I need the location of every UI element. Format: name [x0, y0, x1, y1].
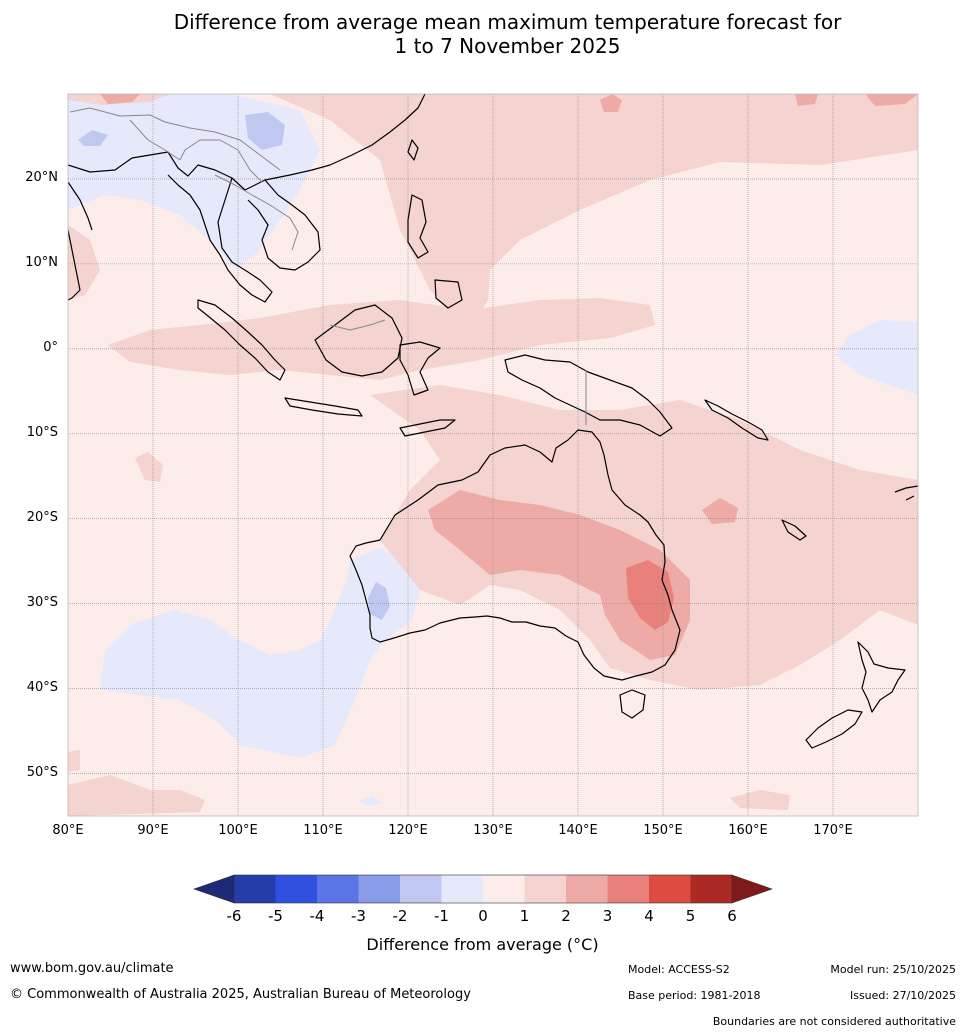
coast-nz-north — [857, 641, 906, 713]
lon-label: 150°E — [643, 823, 683, 838]
graticule — [68, 94, 918, 816]
colorbar-tick: -3 — [351, 907, 366, 925]
coast-java — [284, 397, 363, 417]
anomaly-warm-1-north-pacific — [270, 94, 918, 330]
lon-label: 140°E — [558, 823, 598, 838]
anomaly-warm-2-north-c — [795, 94, 818, 106]
colorbar-tick: -2 — [392, 907, 408, 925]
anomaly-cool-2-india — [78, 130, 108, 146]
coast-mindanao — [434, 279, 463, 309]
lon-label: 120°E — [388, 823, 428, 838]
anomaly-warm-1-indian-ocean — [135, 452, 163, 482]
footer-url[interactable]: www.bom.gov.au/climate — [10, 961, 174, 976]
coast-nz-south — [805, 709, 863, 749]
colorbar-tick: 3 — [602, 907, 613, 925]
anomaly-cool-southern-ocean — [100, 548, 420, 758]
map-frame — [67, 93, 919, 817]
coast-taiwan — [407, 139, 419, 161]
anomaly-warm-2-north-b — [865, 94, 918, 106]
colorbar-tick: -6 — [226, 907, 242, 925]
anomaly-warm-1-india-west — [68, 225, 100, 300]
border-asia-countries — [69, 107, 299, 251]
lat-label: 10°S — [26, 425, 58, 440]
coast-solomons — [704, 399, 769, 441]
footer-model-run: Model run: 25/10/2025 — [830, 963, 956, 976]
coastlines — [68, 94, 918, 749]
lat-label: 20°N — [25, 170, 58, 185]
anomaly-warm-1-southwest — [68, 775, 205, 816]
lat-label: 40°S — [26, 680, 58, 695]
coast-india-peninsula — [68, 229, 81, 301]
colorbar-label: Difference from average (°C) — [366, 935, 599, 954]
lat-label: 10°N — [25, 255, 58, 270]
lat-label: 50°S — [26, 765, 58, 780]
lon-label: 110°E — [303, 823, 343, 838]
coast-philippines-luzon — [407, 194, 429, 259]
coast-fiji — [894, 485, 918, 501]
anomaly-warm-2-north-a — [600, 94, 622, 112]
colorbar-tick: -5 — [268, 907, 283, 925]
anomaly-cool-2-wa — [368, 582, 390, 620]
borders — [69, 107, 587, 425]
footer-disclaimer: Boundaries are not considered authoritat… — [712, 1015, 956, 1028]
coast-asia-mainland — [68, 94, 426, 303]
lon-label: 160°E — [728, 823, 768, 838]
colorbar-tick: 2 — [561, 907, 571, 925]
lon-label: 170°E — [813, 823, 853, 838]
coast-timor — [399, 419, 456, 437]
colorbar-tick: 4 — [644, 907, 654, 925]
coast-australia — [349, 429, 681, 681]
colorbar-tick: 0 — [478, 907, 488, 925]
anomaly-cool-2-tibet — [245, 112, 285, 150]
anomaly-warm-1-tasman-south — [730, 790, 790, 810]
lon-label: 130°E — [473, 823, 513, 838]
anomaly-warm-2-australia — [428, 490, 690, 660]
coast-new-caledonia — [781, 519, 807, 541]
footer-copyright: © Commonwealth of Australia 2025, Austra… — [10, 987, 471, 1002]
colorbar-tick: -1 — [434, 907, 449, 925]
colorbar-tick: 5 — [685, 907, 696, 925]
anomaly-warm-2-north-d — [100, 94, 140, 104]
lon-label: 80°E — [52, 823, 84, 838]
lon-label: 90°E — [137, 823, 169, 838]
border-borneo — [329, 319, 386, 331]
footer-issued: Issued: 27/10/2025 — [849, 989, 956, 1002]
lat-label: 0° — [43, 340, 58, 355]
anomaly-warm-1-equator-band — [108, 298, 655, 380]
title-line-2: 1 to 7 November 2025 — [394, 34, 621, 58]
colorbar-tick: 6 — [727, 907, 737, 925]
colorbar-tick: -4 — [309, 907, 325, 925]
lon-label: 100°E — [218, 823, 258, 838]
footer-base-period: Base period: 1981-2018 — [628, 989, 761, 1002]
coast-tasmania — [619, 689, 646, 719]
coast-sumatra — [197, 299, 286, 381]
footer-model: Model: ACCESS-S2 — [628, 963, 730, 976]
anomaly-warm-2-coral — [702, 498, 738, 524]
lat-label: 20°S — [26, 510, 58, 525]
anomaly-warm-1-south-small — [68, 750, 80, 772]
lat-label: 30°S — [26, 595, 58, 610]
title-line-1: Difference from average mean maximum tem… — [173, 10, 842, 34]
anomaly-cool-small-patch — [360, 796, 382, 806]
map-title: Difference from average mean maximum tem… — [0, 10, 965, 58]
colorbar-tick: 1 — [519, 907, 530, 925]
anomaly-cool-west-pacific — [835, 320, 918, 395]
coast-sulawesi — [399, 341, 441, 396]
anomaly-warm-1-australia — [370, 385, 918, 690]
coast-new-guinea — [504, 354, 673, 437]
